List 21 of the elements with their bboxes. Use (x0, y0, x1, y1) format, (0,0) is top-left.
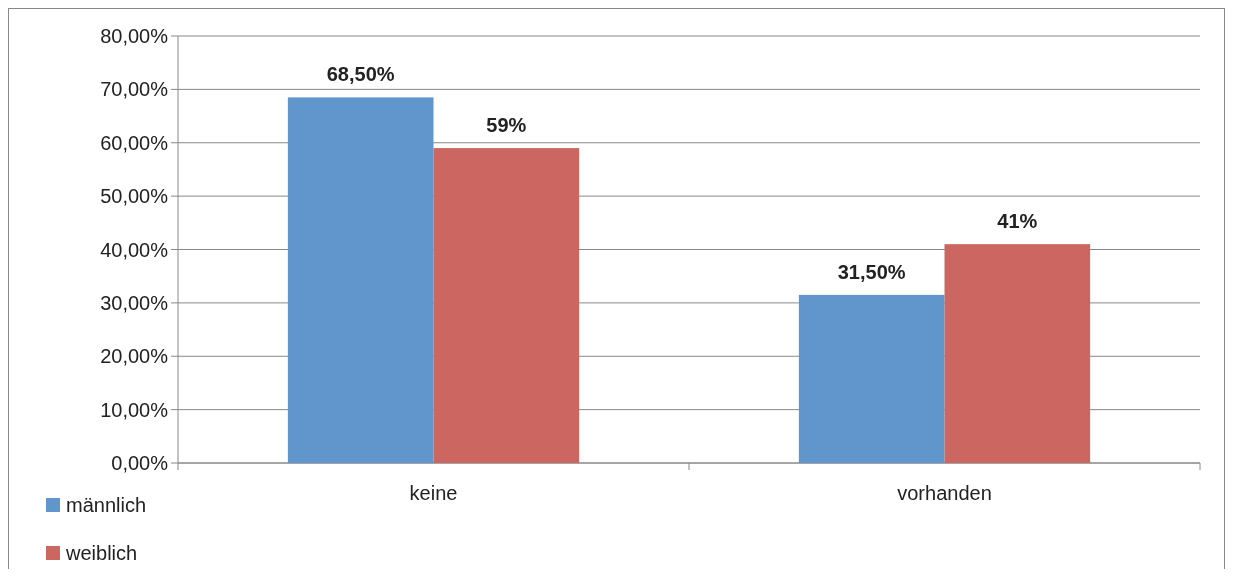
bar (944, 244, 1091, 463)
data-label: 68,50% (326, 63, 395, 86)
y-tick-label: 20,00% (100, 345, 169, 368)
data-label: 59% (486, 114, 527, 137)
y-tick-label: 60,00% (100, 131, 169, 154)
y-tick-label: 50,00% (100, 185, 169, 208)
bar (287, 97, 434, 463)
y-tick-label: 80,00% (100, 25, 169, 47)
y-tick-label: 0,00% (111, 452, 169, 474)
data-label: 41% (997, 210, 1038, 233)
data-label: 31,50% (837, 260, 906, 283)
x-tick-label: vorhanden (897, 482, 992, 504)
legend-label: männlich (66, 494, 147, 516)
y-tick-label: 70,00% (100, 78, 169, 101)
bar (433, 148, 580, 463)
x-tick-label: keine (409, 482, 458, 504)
y-tick-label: 10,00% (100, 398, 169, 421)
legend-label: weiblich (65, 542, 138, 564)
y-tick-label: 30,00% (100, 291, 169, 314)
bar (798, 294, 945, 463)
y-tick-label: 40,00% (100, 238, 169, 261)
